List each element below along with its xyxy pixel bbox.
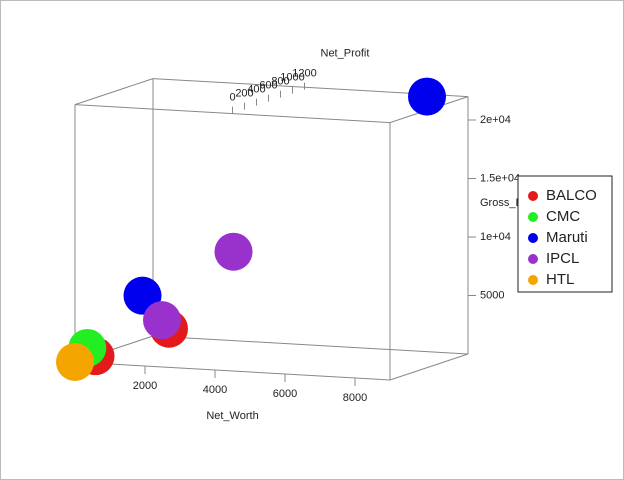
box-edge [74, 78, 154, 106]
y-tick-label: 1.5e+04 [480, 172, 520, 184]
points [56, 77, 446, 381]
legend-label: CMC [546, 208, 580, 225]
box [74, 78, 469, 381]
legend-swatch [528, 191, 538, 201]
point [56, 343, 94, 381]
box-edge [389, 353, 469, 381]
x-tick-label: 4000 [203, 384, 227, 396]
point [214, 232, 253, 271]
legend: BALCO CMC Maruti IPCL HTL [517, 175, 613, 293]
point [143, 301, 181, 340]
legend-swatch [528, 254, 538, 264]
point [408, 77, 446, 116]
box-edge [74, 361, 391, 381]
z-tick-label: 800 [271, 76, 289, 88]
z-axis-label: Net_Profit [321, 48, 370, 60]
legend-label: Maruti [546, 229, 588, 246]
legend-swatch [528, 233, 538, 243]
legend-swatch [528, 275, 538, 285]
z-tick-label: 200 [235, 88, 253, 100]
x-axis-label: Net_Worth [206, 410, 258, 422]
legend-swatch [528, 212, 538, 222]
legend-label: IPCL [546, 250, 579, 267]
x-tick-label: 6000 [273, 388, 297, 400]
x-tick-label: 2000 [133, 380, 157, 392]
x-tick-label: 8000 [343, 392, 367, 404]
y-tick-label: 2e+04 [480, 114, 511, 126]
legend-label: HTL [546, 271, 574, 288]
z-tick-label: 1000 [280, 72, 304, 84]
z-tick-label: 400 [247, 84, 265, 96]
z-tick-label: 1200 [292, 68, 316, 80]
box-edge [152, 335, 469, 355]
y-tick-label: 1e+04 [480, 231, 511, 243]
legend-label: BALCO [546, 187, 597, 204]
y-tick-label: 5000 [480, 289, 504, 301]
z-tick-label: 0 [229, 92, 235, 104]
z-tick-label: 600 [259, 80, 277, 92]
